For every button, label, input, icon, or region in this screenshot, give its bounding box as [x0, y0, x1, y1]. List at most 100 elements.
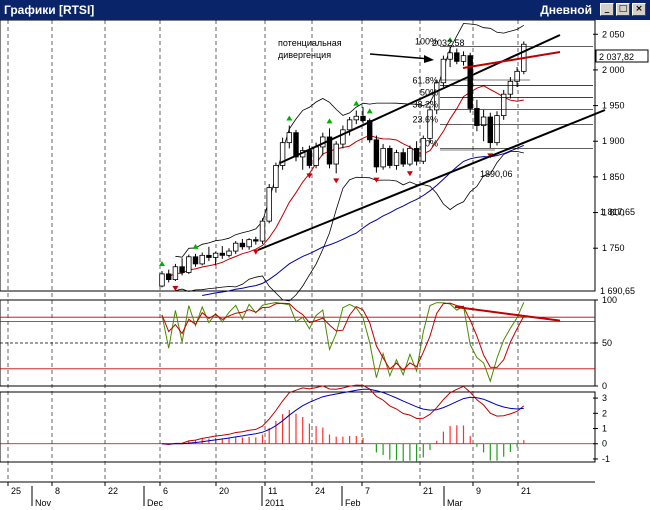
- trough-value-label: 1890,06: [480, 169, 513, 179]
- candle-body: [266, 187, 272, 222]
- oscillator-tick-label: 50: [602, 338, 612, 348]
- candle-body: [494, 115, 500, 144]
- divergence-pointer-arrowhead: [424, 55, 434, 63]
- moving-average-blue-line: [202, 144, 525, 296]
- month-label: Nov: [35, 498, 52, 508]
- stochastic-k-line: [161, 301, 525, 383]
- candle-body: [360, 115, 366, 121]
- close-button[interactable]: ×: [632, 3, 646, 16]
- divergence-note-line1: потенциальная: [278, 38, 342, 48]
- candle-body: [440, 58, 447, 84]
- buy-signal-arrow: [192, 243, 199, 249]
- date-tick-label: 21: [521, 486, 531, 496]
- candle-body: [246, 239, 252, 248]
- price-panel-frame: [0, 20, 596, 292]
- fib-level-label: 38.2%: [412, 99, 438, 109]
- candle-body: [507, 80, 514, 95]
- price-panel[interactable]: 100% 61.8% 50%38.2% 23.6% 0% потенциальная д…: [0, 20, 649, 302]
- candle-body: [279, 142, 286, 166]
- candle-body: [407, 147, 413, 165]
- vertical-gridlines: [7, 20, 519, 482]
- candle-body: [514, 70, 520, 82]
- macd-tick-label: -1: [602, 454, 610, 464]
- candle-body: [186, 256, 192, 273]
- oscillator-tick-label: 0: [602, 381, 607, 391]
- upper-band-line: [175, 23, 525, 258]
- sell-signal-arrow: [373, 177, 380, 183]
- date-tick-label: 22: [108, 486, 118, 496]
- macd-panel[interactable]: 3 2 1 0 -1: [0, 384, 610, 464]
- buy-signal-arrow: [159, 261, 165, 267]
- month-label: 2011: [265, 498, 284, 508]
- buy-signal-arrow: [366, 108, 373, 114]
- channel-upper-line: [279, 34, 561, 164]
- candle-body: [353, 115, 359, 121]
- date-tick-label: 25: [11, 486, 21, 496]
- candle-body: [487, 116, 493, 144]
- candle-body: [460, 55, 467, 62]
- fib-level-label: 0%: [425, 138, 438, 148]
- candle-body: [253, 239, 259, 242]
- candle-body: [433, 82, 440, 111]
- candle-body: [480, 116, 487, 126]
- candle-body: [366, 120, 373, 141]
- ma-value-label: 1 817,65: [600, 207, 635, 217]
- candle-body: [420, 137, 426, 162]
- candle-body: [179, 266, 185, 273]
- maximize-button[interactable]: □: [616, 3, 630, 16]
- candle-body: [500, 93, 507, 116]
- candle-body: [447, 52, 453, 60]
- bottom-value-label: 1 690,65: [600, 286, 635, 296]
- trend-channel: [257, 34, 606, 251]
- price-axis: 2 050 2 000 1 950 1 900 1 850 1 800 1 750: [593, 29, 625, 253]
- candle-body: [212, 252, 219, 258]
- buy-signal-arrow: [353, 100, 360, 106]
- macd-line: [161, 384, 525, 446]
- candle-body: [346, 119, 353, 131]
- sell-signal-arrow: [172, 286, 179, 292]
- price-tick-label: 1 850: [602, 172, 625, 182]
- month-label: Feb: [345, 498, 361, 508]
- divergence-pointer: [369, 53, 431, 60]
- window-title: Графики [RTSI]: [4, 3, 95, 17]
- price-tick-label: 1 750: [602, 243, 625, 253]
- candle-body: [340, 129, 346, 145]
- macd-tick-label: 2: [602, 408, 607, 418]
- candle-body: [192, 256, 199, 265]
- stochastic-d-line: [161, 302, 525, 371]
- candle-body: [293, 132, 299, 158]
- candle-body: [172, 266, 179, 280]
- candle-body: [427, 109, 433, 139]
- date-tick-label: 9: [476, 486, 481, 496]
- price-tick-label: 1 800: [602, 208, 625, 218]
- month-label: Mar: [447, 498, 463, 508]
- candle-body: [159, 273, 165, 287]
- candle-body: [165, 273, 172, 280]
- macd-axis: 3 2 1 0 -1: [593, 393, 610, 464]
- period-label: Дневной: [540, 3, 592, 17]
- candle-body: [373, 139, 380, 168]
- candle-body: [454, 52, 460, 62]
- date-tick-label: 21: [423, 486, 433, 496]
- fib-level-label: 50%: [420, 88, 438, 98]
- candle-body: [219, 252, 225, 256]
- candle-body: [333, 143, 339, 165]
- oscillator-tick-label: 100: [602, 295, 617, 305]
- macd-indicator: [0, 384, 595, 463]
- date-tick-label: 8: [55, 486, 60, 496]
- buy-signal-arrow: [447, 37, 454, 43]
- date-tick-label: 7: [365, 486, 370, 496]
- minimize-button[interactable]: _: [600, 3, 614, 16]
- chart-area[interactable]: 100% 61.8% 50%38.2% 23.6% 0% потенциальная д…: [0, 20, 650, 510]
- candle-body: [239, 242, 246, 248]
- fib-level-label: 61.8%: [412, 75, 438, 85]
- date-tick-label: 6: [163, 486, 168, 496]
- fib-level-label: 100%: [415, 37, 438, 47]
- sell-signal-arrow: [252, 249, 259, 255]
- peak-value-label: 2032,58: [432, 38, 465, 48]
- candle-body: [232, 242, 239, 252]
- oscillator-panel[interactable]: 100 50 0: [0, 295, 617, 391]
- macd-tick-label: 1: [602, 424, 607, 434]
- price-tick-label: 2 000: [602, 65, 625, 75]
